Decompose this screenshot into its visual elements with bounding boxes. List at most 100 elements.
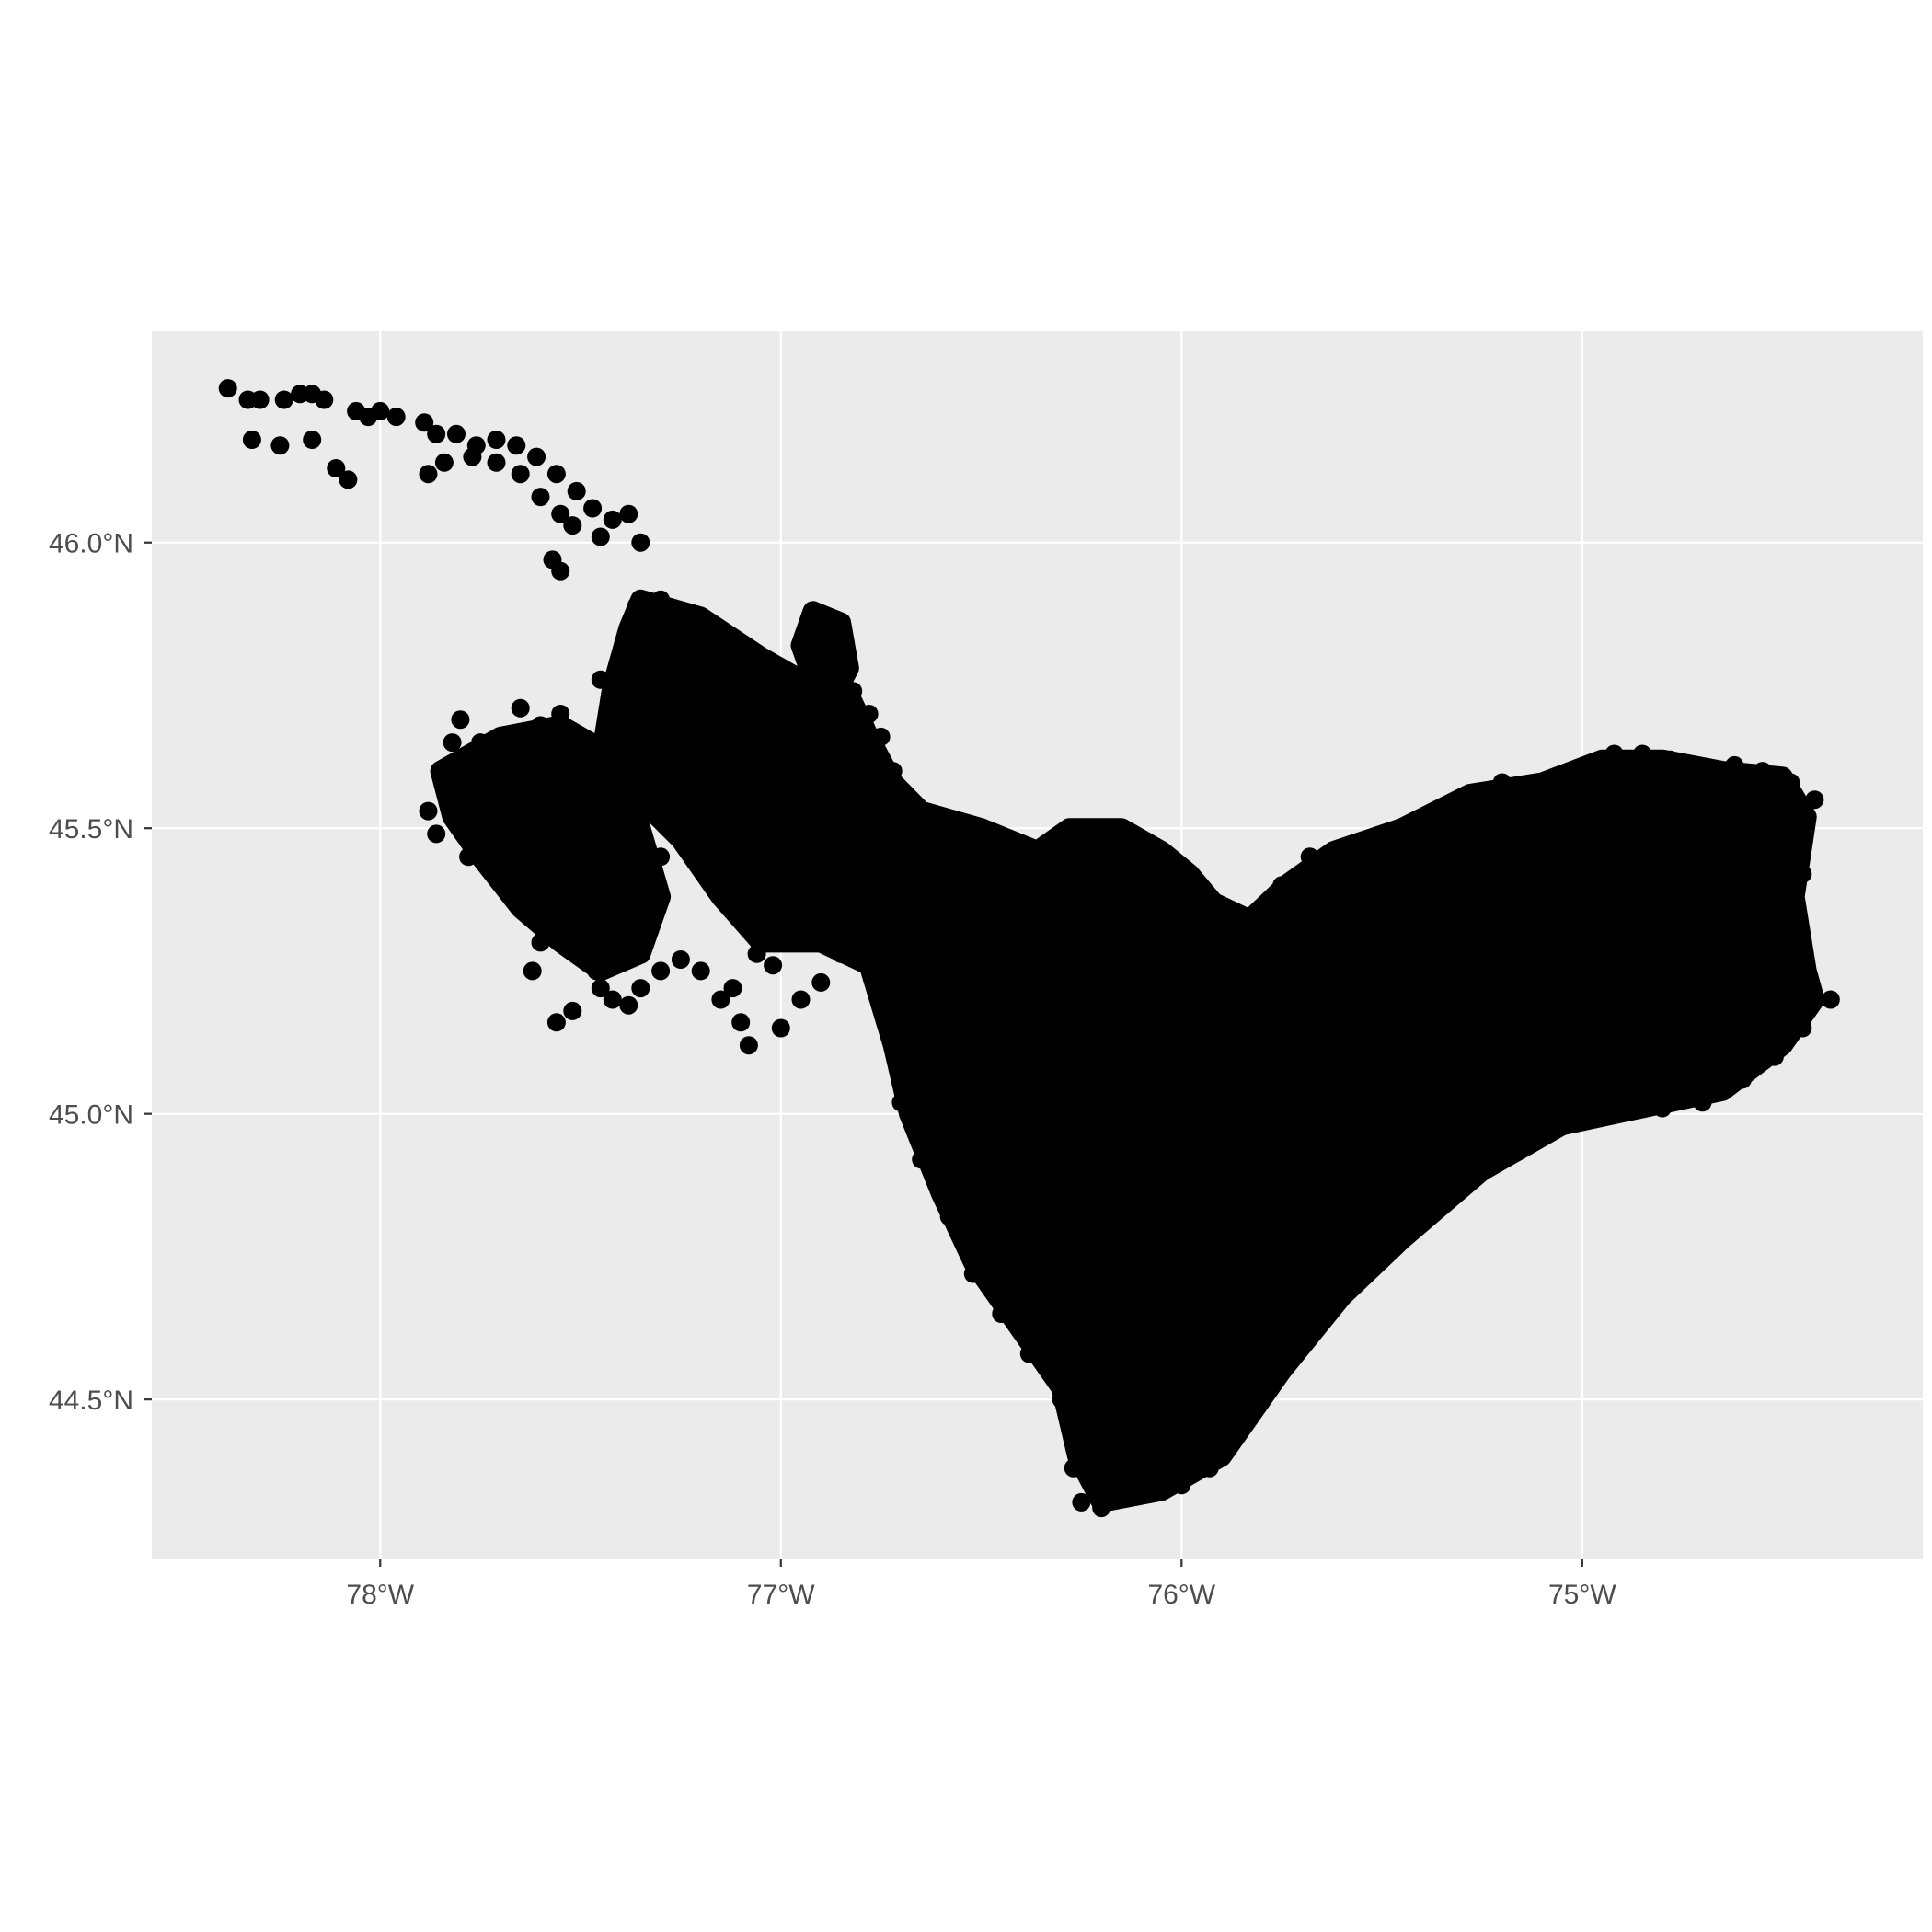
map-point bbox=[619, 659, 638, 678]
map-point bbox=[511, 465, 530, 484]
map-point bbox=[932, 1047, 950, 1066]
map-point bbox=[811, 716, 831, 735]
map-point bbox=[1572, 762, 1592, 781]
map-point bbox=[1613, 1093, 1632, 1112]
map-point bbox=[1312, 1310, 1331, 1329]
map-point bbox=[451, 813, 470, 832]
map-point bbox=[1052, 858, 1071, 878]
map-point bbox=[1172, 858, 1191, 878]
map-point bbox=[1332, 961, 1351, 981]
map-point bbox=[1412, 1207, 1432, 1226]
map-point bbox=[1092, 1499, 1111, 1518]
map-point bbox=[731, 647, 751, 666]
map-point bbox=[731, 1013, 751, 1032]
map-point bbox=[1200, 1458, 1219, 1478]
map-point bbox=[1019, 847, 1039, 867]
map-point bbox=[1373, 904, 1391, 924]
map-point bbox=[571, 944, 590, 963]
map-point bbox=[820, 613, 838, 632]
map-point bbox=[1765, 1047, 1784, 1066]
map-point bbox=[791, 693, 811, 712]
map-point bbox=[1132, 1419, 1151, 1438]
map-point bbox=[803, 847, 822, 867]
map-point bbox=[471, 733, 490, 753]
map-point bbox=[752, 705, 770, 723]
map-point bbox=[1793, 864, 1812, 883]
map-point bbox=[659, 721, 678, 741]
map-point bbox=[912, 1150, 931, 1169]
map-point bbox=[1244, 910, 1263, 929]
map-point bbox=[992, 950, 1011, 969]
map-point bbox=[631, 876, 650, 895]
map-point bbox=[924, 807, 943, 826]
map-point bbox=[1453, 1173, 1472, 1192]
map-point bbox=[551, 561, 570, 581]
map-point bbox=[1661, 750, 1680, 769]
map-point bbox=[1412, 990, 1432, 1009]
map-point bbox=[531, 716, 550, 735]
map-point bbox=[1116, 1487, 1135, 1506]
map-point bbox=[939, 1207, 959, 1226]
map-point bbox=[1781, 922, 1800, 940]
map-point bbox=[339, 470, 358, 489]
map-point bbox=[499, 790, 518, 810]
map-point bbox=[883, 762, 903, 781]
map-point bbox=[859, 705, 879, 723]
map-point bbox=[1292, 1161, 1311, 1180]
map-point bbox=[723, 979, 742, 998]
map-point bbox=[1420, 807, 1440, 826]
map-point bbox=[419, 801, 438, 821]
map-point bbox=[832, 944, 851, 963]
map-point bbox=[871, 727, 891, 746]
map-point bbox=[415, 413, 434, 432]
map-point bbox=[1453, 1104, 1472, 1123]
map-point bbox=[1392, 1161, 1411, 1180]
map-point bbox=[1733, 1070, 1752, 1089]
map-point bbox=[651, 961, 671, 981]
map-point bbox=[451, 710, 470, 730]
map-point bbox=[764, 956, 783, 975]
map-point bbox=[371, 401, 390, 420]
map-point bbox=[1092, 1333, 1111, 1351]
map-point bbox=[546, 1013, 566, 1032]
map-point bbox=[603, 693, 622, 712]
map-point bbox=[1805, 790, 1824, 810]
map-point bbox=[1572, 1104, 1592, 1123]
map-point bbox=[315, 390, 334, 409]
map-point bbox=[932, 887, 950, 906]
map-point bbox=[963, 1173, 983, 1192]
map-point bbox=[960, 819, 979, 838]
map-point bbox=[487, 453, 506, 472]
map-point bbox=[386, 408, 406, 427]
map-point bbox=[883, 847, 903, 867]
map-point bbox=[1192, 1104, 1212, 1123]
map-point bbox=[1052, 1390, 1071, 1409]
map-point bbox=[1533, 1075, 1552, 1095]
map-point bbox=[250, 390, 270, 409]
map-point bbox=[551, 773, 570, 792]
map-point bbox=[1012, 944, 1031, 963]
map-point bbox=[447, 424, 466, 443]
map-point bbox=[587, 961, 606, 981]
map-point bbox=[1212, 1218, 1231, 1237]
map-point bbox=[791, 990, 811, 1009]
map-point bbox=[551, 887, 570, 906]
map-point bbox=[1272, 876, 1292, 895]
map-point bbox=[1152, 933, 1171, 952]
map-point bbox=[1132, 830, 1151, 849]
map-point bbox=[603, 510, 622, 529]
map-point bbox=[1432, 1047, 1452, 1066]
map-point bbox=[1292, 1333, 1311, 1351]
map-point bbox=[1112, 1104, 1131, 1123]
map-point bbox=[487, 431, 506, 449]
map-point bbox=[619, 504, 638, 523]
map-point bbox=[723, 705, 742, 723]
map-point bbox=[1460, 790, 1479, 810]
map-point bbox=[1673, 876, 1692, 895]
map-point bbox=[1152, 842, 1171, 860]
map-point bbox=[434, 453, 454, 472]
map-point bbox=[631, 979, 650, 998]
map-point bbox=[603, 990, 622, 1009]
map-point bbox=[1733, 790, 1752, 810]
map-point bbox=[1821, 990, 1840, 1009]
